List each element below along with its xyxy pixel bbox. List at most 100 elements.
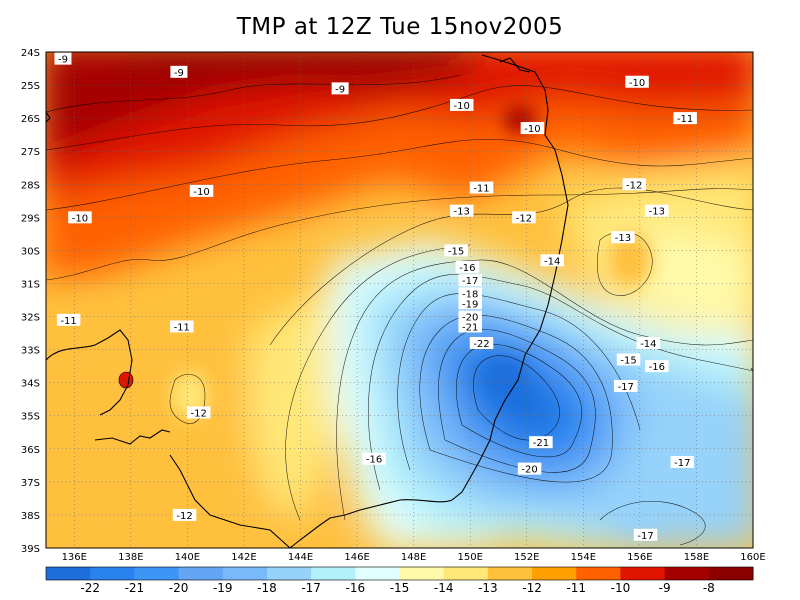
map-title: TMP at 12Z Tue 15nov2005 <box>236 14 564 40</box>
longitude-label: 160E <box>740 552 765 563</box>
latitude-label: 34S <box>21 379 40 390</box>
latitude-label: 27S <box>21 147 40 158</box>
longitude-label: 154E <box>571 552 596 563</box>
colorbar-swatch <box>664 567 710 580</box>
colorbar-swatch <box>222 567 268 580</box>
contour-label-box <box>444 244 468 257</box>
contour-label-box <box>469 336 494 349</box>
longitude-labels: 136E 138E 140E 142E 144E 146E 148E 150E 152E 154E… <box>62 552 766 563</box>
contour-label: -17 <box>674 458 690 469</box>
contour-label-box <box>611 231 635 244</box>
contour-label-box <box>362 452 386 465</box>
colorbar-swatch <box>90 567 135 580</box>
longitude-label: 142E <box>231 552 256 563</box>
map-frame <box>45 51 754 549</box>
contour-label-box <box>458 310 482 323</box>
coastline <box>46 54 569 548</box>
contour-label-box <box>169 320 194 333</box>
contour-label-box <box>636 336 661 349</box>
contour-label-box <box>645 204 669 217</box>
colorbar-label: -18 <box>257 581 277 595</box>
contour-label: -13 <box>649 207 665 218</box>
colorbar-swatch <box>266 567 312 580</box>
contour-label-box <box>331 82 349 95</box>
latitude-label: 26S <box>21 114 40 125</box>
latitude-label: 37S <box>21 478 40 489</box>
contour-label-box <box>54 52 72 65</box>
colorbar-label: -14 <box>434 581 454 595</box>
contour-labels: -9 -9 -9 -10 -10 -10 -11 -10 -11 -12 -10 -13 -12 -13 -… <box>54 52 697 542</box>
colorbar-label: -11 <box>566 581 586 595</box>
contour-label: -11 <box>60 316 76 327</box>
colorbar-swatch <box>134 567 180 580</box>
contour-label: -17 <box>462 276 478 287</box>
longitude-label: 138E <box>118 552 143 563</box>
contour-label: -16 <box>366 455 382 466</box>
latitude-label: 29S <box>21 213 40 224</box>
contour-label: -10 <box>454 101 470 112</box>
contour-label-box <box>613 379 638 392</box>
colorbar-label: -21 <box>125 581 145 595</box>
contour-label: -10 <box>193 187 209 198</box>
latitude-label: 33S <box>21 346 40 357</box>
contour-label-box <box>633 528 658 541</box>
contour-label: -11 <box>473 184 489 195</box>
contour-label-box <box>673 112 697 125</box>
contour-label-box <box>469 181 494 194</box>
colorbar-label: -16 <box>346 581 366 595</box>
contour-label-box <box>625 75 649 88</box>
contour-label-box <box>172 508 197 521</box>
contour-label-box <box>458 287 482 300</box>
latitude-label: 38S <box>21 511 40 522</box>
latitude-label: 28S <box>21 180 40 191</box>
contour-label: -10 <box>524 124 540 135</box>
longitude-label: 156E <box>627 552 652 563</box>
contour-label: -15 <box>620 356 636 367</box>
contour-label: -12 <box>626 180 642 191</box>
contour-label-box <box>455 260 480 273</box>
latitude-labels: 24S 25S 26S 27S 28S 29S 30S 31S 32S 33S 34S 35S 36S 3… <box>21 48 40 555</box>
contour-label-box <box>458 297 482 310</box>
colorbar-swatch <box>620 567 666 580</box>
contour-label: -14 <box>544 256 560 267</box>
contour-label: -13 <box>454 207 470 218</box>
contour-label: -11 <box>174 322 190 333</box>
colorbar-label: -9 <box>659 581 671 595</box>
contour-lines <box>46 74 753 546</box>
contour-label-box <box>189 184 214 197</box>
contour-label: -9 <box>335 84 345 95</box>
contour-label-box <box>458 274 482 287</box>
colorbar-label: -19 <box>213 581 233 595</box>
colorbar-swatch <box>46 567 91 580</box>
contour-label-box <box>645 360 669 373</box>
contour-label-box <box>186 406 211 419</box>
colorbar-label: -8 <box>703 581 715 595</box>
colorbar-swatch <box>708 567 754 580</box>
latitude-label: 30S <box>21 246 40 257</box>
latitude-label: 24S <box>21 48 40 59</box>
colorbar-label: -22 <box>80 581 100 595</box>
contour-label: -18 <box>462 289 478 300</box>
longitude-label: 150E <box>457 552 482 563</box>
colorbar-swatch <box>399 567 445 580</box>
contour-label: -21 <box>462 322 478 333</box>
contour-label-box <box>449 204 474 217</box>
colorbar: -22 -21 -20 -19 -18 -17 -16 -15 -14 -13 -12 -11 -10 -… <box>45 566 754 595</box>
contour-label: -22 <box>473 339 489 350</box>
longitude-label: 140E <box>175 552 200 563</box>
colorbar-swatch <box>487 567 533 580</box>
contour-label-box <box>512 211 536 224</box>
contour-label-box <box>520 122 545 135</box>
contour-label-box <box>670 456 695 469</box>
colorbar-swatch <box>355 567 400 580</box>
contour-label-box <box>56 313 81 326</box>
contour-label-box <box>517 462 542 475</box>
contour-label: -11 <box>677 114 693 125</box>
contour-label: -19 <box>462 299 478 310</box>
latitude-label: 35S <box>21 412 40 423</box>
longitude-label: 152E <box>514 552 539 563</box>
contour-label: -9 <box>58 55 68 66</box>
longitude-label: 144E <box>288 552 313 563</box>
colorbar-swatch <box>443 567 489 580</box>
